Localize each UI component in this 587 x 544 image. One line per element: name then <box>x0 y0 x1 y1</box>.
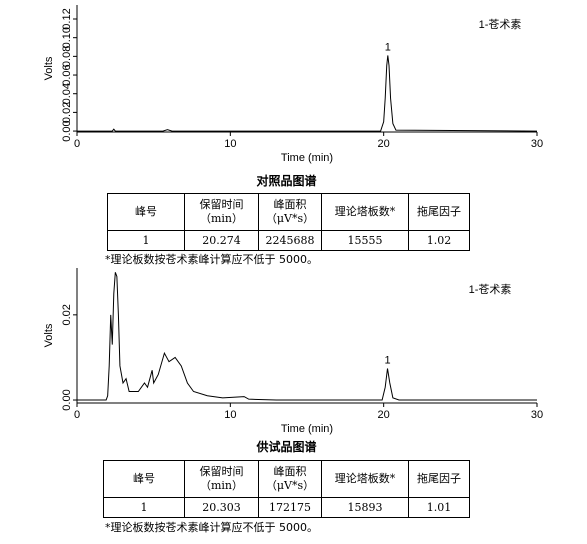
header-cell: （μV*s） <box>265 479 315 492</box>
header-cell: （min） <box>199 479 244 492</box>
caption: 对照品图谱 <box>256 174 317 188</box>
cell: 15555 <box>321 230 409 251</box>
x-axis-label: Time (min) <box>281 152 333 164</box>
cell: 1 <box>107 230 185 251</box>
y-tick-label: 0.02 <box>61 304 73 325</box>
header-cell: 理论塔板数* <box>334 472 396 485</box>
y-tick-label: 0.04 <box>61 83 73 104</box>
peak-label: 1 <box>384 354 390 366</box>
y-tick-label: 0.06 <box>61 64 73 85</box>
y-axis-label: Volts <box>43 323 55 347</box>
cell: 1.01 <box>408 497 470 518</box>
y-tick-label: 0.02 <box>61 102 73 123</box>
x-tick-label: 10 <box>224 138 236 150</box>
header-cell: （min） <box>199 212 244 225</box>
header-cell: （μV*s） <box>265 212 315 225</box>
header-cell: 保留时间 <box>199 465 244 478</box>
trace <box>77 272 537 401</box>
cell: 20.274 <box>184 230 259 251</box>
trace <box>77 55 538 132</box>
result-table: 峰号 保留时间 （min） 峰面积 （μV*s） 理论塔板数* 拖尾因子 1 20.303 17… <box>103 460 470 518</box>
header-cell: 峰面积 <box>273 465 307 478</box>
result-table: 峰号 保留时间 （min） 峰面积 （μV*s） 理论塔板数* 拖尾因子 1 20.274 22… <box>107 193 470 251</box>
x-tick-label: 0 <box>74 409 80 421</box>
x-tick-label: 20 <box>378 138 390 150</box>
cell: 172175 <box>258 497 322 518</box>
annotation: 1-苍术素 <box>479 18 522 31</box>
cell: 2245688 <box>258 230 322 251</box>
y-axis-label: Volts <box>43 56 55 80</box>
annotation: 1-苍术素 <box>469 283 512 296</box>
cell: 20.303 <box>184 497 259 518</box>
note: *理论板数按苍术素峰计算应不低于 5000。 <box>105 521 318 534</box>
x-tick-label: 30 <box>531 409 543 421</box>
cell: 15893 <box>321 497 409 518</box>
peak-label: 1 <box>385 41 391 53</box>
y-tick-label: 0.12 <box>61 8 73 29</box>
caption: 供试品图谱 <box>256 440 317 454</box>
header-cell: 峰号 <box>133 472 155 485</box>
x-tick-label: 10 <box>224 409 236 421</box>
cell: 1 <box>103 497 185 518</box>
header-cell: 拖尾因子 <box>417 205 461 218</box>
cell: 1.02 <box>408 230 470 251</box>
x-axis-label: Time (min) <box>281 423 333 435</box>
x-tick-label: 0 <box>74 138 80 150</box>
y-tick-label: 0.10 <box>61 27 73 48</box>
y-tick-label: 0.08 <box>61 46 73 67</box>
note: *理论板数按苍术素峰计算应不低于 5000。 <box>105 253 318 266</box>
x-tick-label: 20 <box>378 409 390 421</box>
y-tick-label: 0.00 <box>61 389 73 410</box>
header-cell: 峰号 <box>135 205 157 218</box>
header-cell: 拖尾因子 <box>417 472 461 485</box>
y-tick-label: 0.00 <box>61 120 73 141</box>
header-cell: 理论塔板数* <box>334 205 396 218</box>
header-cell: 峰面积 <box>273 198 307 211</box>
x-tick-label: 30 <box>531 138 543 150</box>
header-cell: 保留时间 <box>199 198 244 211</box>
